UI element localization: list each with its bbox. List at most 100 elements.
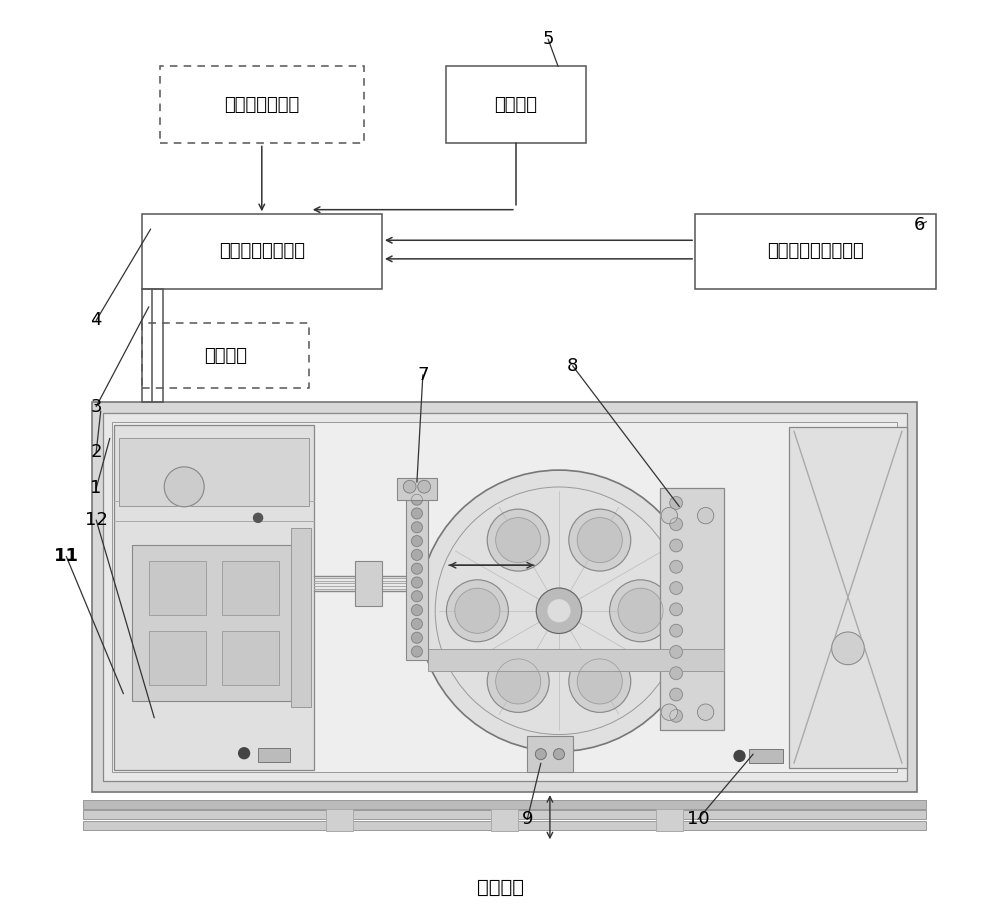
Circle shape <box>670 666 682 679</box>
Circle shape <box>661 508 677 524</box>
Text: 急停开关: 急停开关 <box>494 96 537 114</box>
Circle shape <box>697 508 714 524</box>
Circle shape <box>569 509 631 571</box>
Circle shape <box>254 513 263 522</box>
Circle shape <box>418 480 431 493</box>
Circle shape <box>569 650 631 712</box>
Text: 2: 2 <box>90 443 102 461</box>
Circle shape <box>164 467 204 507</box>
Circle shape <box>536 588 582 634</box>
Text: 9: 9 <box>521 811 533 828</box>
Text: 图像处理及控制单元: 图像处理及控制单元 <box>767 243 864 260</box>
Bar <box>83 822 926 830</box>
Circle shape <box>411 646 422 657</box>
Bar <box>491 809 518 831</box>
Circle shape <box>670 540 682 551</box>
Circle shape <box>610 580 672 642</box>
Circle shape <box>554 749 564 760</box>
Circle shape <box>548 600 570 622</box>
Circle shape <box>670 624 682 637</box>
Bar <box>656 809 683 831</box>
Bar <box>527 736 573 772</box>
Circle shape <box>832 632 864 665</box>
Bar <box>397 477 437 500</box>
Bar <box>114 425 314 770</box>
Circle shape <box>411 550 422 561</box>
Bar <box>83 811 926 820</box>
Circle shape <box>734 750 745 761</box>
Circle shape <box>670 518 682 530</box>
Bar <box>326 809 353 831</box>
Circle shape <box>487 650 549 712</box>
Bar <box>258 748 290 762</box>
Circle shape <box>670 497 682 509</box>
Bar <box>428 649 724 671</box>
Bar <box>789 426 907 768</box>
Circle shape <box>535 749 546 760</box>
Circle shape <box>411 633 422 643</box>
Text: 电缆绞车控制器: 电缆绞车控制器 <box>224 96 299 114</box>
Circle shape <box>411 522 422 532</box>
Circle shape <box>239 748 250 759</box>
Bar <box>222 561 279 615</box>
Bar <box>132 545 296 700</box>
Text: 1: 1 <box>90 479 102 498</box>
Bar <box>149 561 206 615</box>
Bar <box>149 631 206 685</box>
Circle shape <box>411 618 422 629</box>
Circle shape <box>418 470 700 751</box>
Bar <box>119 438 309 507</box>
Bar <box>406 491 428 660</box>
Circle shape <box>577 518 622 562</box>
Bar <box>355 561 382 606</box>
Circle shape <box>670 709 682 722</box>
Circle shape <box>411 591 422 602</box>
Bar <box>83 800 926 809</box>
Text: 6: 6 <box>914 216 925 234</box>
Circle shape <box>411 577 422 588</box>
Circle shape <box>411 604 422 615</box>
Bar <box>446 67 586 143</box>
Circle shape <box>577 659 622 704</box>
Circle shape <box>411 508 422 519</box>
Bar <box>749 749 783 763</box>
Bar <box>222 631 279 685</box>
Text: 12: 12 <box>85 511 108 529</box>
Bar <box>160 67 364 143</box>
Text: 主储缆盘: 主储缆盘 <box>477 878 524 897</box>
Circle shape <box>411 494 422 505</box>
Circle shape <box>670 582 682 594</box>
Circle shape <box>661 704 677 720</box>
Circle shape <box>670 603 682 615</box>
Bar <box>112 422 897 772</box>
Text: 4: 4 <box>90 311 102 330</box>
Circle shape <box>670 561 682 573</box>
Bar <box>142 215 382 289</box>
Circle shape <box>411 563 422 574</box>
Bar <box>695 215 936 289</box>
Text: 7: 7 <box>417 366 429 383</box>
Circle shape <box>487 509 549 571</box>
Text: 脐带电缆: 脐带电缆 <box>204 347 247 365</box>
Circle shape <box>670 688 682 701</box>
Bar <box>291 529 311 708</box>
Circle shape <box>496 659 541 704</box>
Bar <box>103 413 907 782</box>
Circle shape <box>697 704 714 720</box>
Bar <box>142 323 309 388</box>
Bar <box>92 402 917 792</box>
Circle shape <box>670 645 682 658</box>
Circle shape <box>496 518 541 562</box>
Circle shape <box>446 580 508 642</box>
Bar <box>660 488 724 730</box>
Circle shape <box>411 536 422 547</box>
Text: 3: 3 <box>90 397 102 415</box>
Text: 电机驱动及控制器: 电机驱动及控制器 <box>219 243 305 260</box>
Text: 11: 11 <box>54 547 79 565</box>
Circle shape <box>618 588 663 634</box>
Text: 5: 5 <box>542 30 554 48</box>
Circle shape <box>403 480 416 493</box>
Text: 8: 8 <box>567 357 578 374</box>
Circle shape <box>455 588 500 634</box>
Text: 10: 10 <box>687 811 709 828</box>
